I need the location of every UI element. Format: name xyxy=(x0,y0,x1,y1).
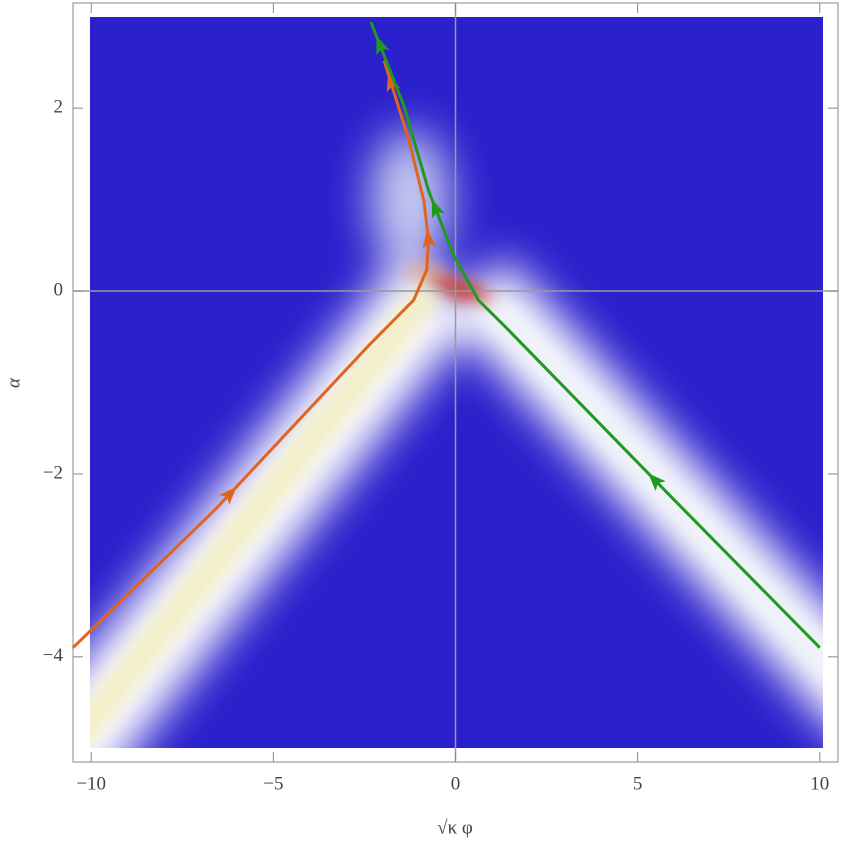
y-tick-label: 2 xyxy=(54,97,64,118)
x-tick-label: 0 xyxy=(451,773,461,794)
direction-arrow xyxy=(431,199,445,219)
x-tick-label: 10 xyxy=(810,773,829,794)
y-axis-label: α xyxy=(3,377,24,388)
trajectory xyxy=(369,21,821,649)
direction-arrow xyxy=(219,486,237,505)
direction-arrow xyxy=(422,229,437,249)
y-tick-label: 0 xyxy=(54,279,64,300)
x-axis-label: √κ φ xyxy=(437,817,473,838)
x-tick-label: −5 xyxy=(263,773,283,794)
x-tick-label: 5 xyxy=(633,773,643,794)
direction-arrow xyxy=(376,35,390,56)
y-tick-label: −2 xyxy=(43,462,63,483)
y-tick-label: −4 xyxy=(43,645,64,666)
density-plot xyxy=(90,17,823,748)
trajectory xyxy=(71,60,431,649)
direction-arrow xyxy=(648,473,666,491)
x-tick-label: −10 xyxy=(76,773,106,794)
